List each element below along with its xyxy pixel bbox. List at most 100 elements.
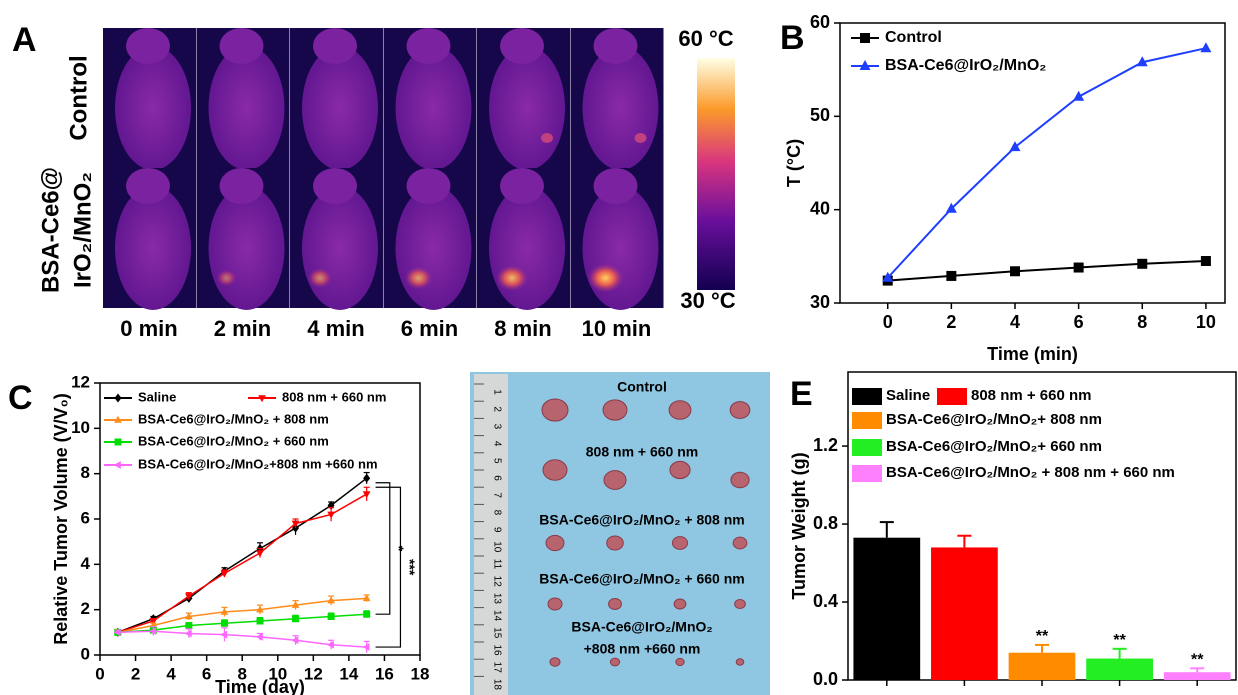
group-label: BSA-Ce6@IrO₂/MnO₂ — [571, 619, 712, 635]
y-tick-label: 50 — [810, 105, 830, 125]
x-tick-label: 18 — [411, 664, 430, 683]
hot-spot — [217, 270, 237, 287]
tumor — [669, 401, 691, 420]
marker — [292, 615, 299, 622]
x-tick-label: 14 — [339, 664, 358, 683]
legend-marker — [860, 33, 870, 43]
panel-label: A — [12, 21, 37, 59]
marker — [1074, 263, 1084, 273]
group-label: +808 nm +660 nm — [584, 641, 701, 657]
ruler-number: 18 — [491, 679, 502, 691]
bar — [931, 547, 998, 680]
legend-label: Control — [885, 29, 942, 46]
legend-label: BSA-Ce6@IrO₂/MnO₂ + 660 nm — [138, 433, 329, 448]
row-label: Control — [65, 55, 92, 140]
time-label: 10 min — [582, 316, 652, 341]
tumor — [733, 537, 747, 549]
hot-spot — [496, 265, 528, 291]
legend-marker — [115, 393, 122, 402]
x-tick-label: 16 — [375, 664, 394, 683]
tumor — [730, 402, 750, 419]
y-tick-label: 1.2 — [813, 435, 838, 455]
marker — [220, 631, 227, 639]
mouse-head — [126, 28, 170, 64]
ruler-number: 11 — [491, 559, 502, 570]
mouse-body — [396, 186, 472, 310]
colorbar — [697, 58, 735, 290]
y-tick-label: 6 — [81, 508, 90, 527]
legend-label: 808 nm + 660 nm — [971, 387, 1091, 404]
group-label: BSA-Ce6@IrO₂/MnO₂ + 660 nm — [539, 571, 744, 587]
time-label: 4 min — [307, 316, 364, 341]
mouse-head — [500, 168, 544, 204]
marker — [185, 622, 192, 629]
y-tick-label: 40 — [810, 198, 830, 218]
y-axis-title: Tumor Weight (g) — [789, 452, 809, 599]
bar — [1086, 659, 1153, 680]
colorbar-max: 60 °C — [678, 26, 733, 51]
marker — [1201, 256, 1211, 266]
legend-label: Saline — [138, 389, 176, 404]
ruler-number: 3 — [491, 424, 502, 430]
bar — [1009, 653, 1076, 680]
panel-label: C — [8, 379, 33, 417]
mouse-body — [489, 186, 565, 310]
mouse-body — [302, 186, 378, 310]
marker — [1200, 42, 1211, 52]
marker — [327, 641, 334, 649]
legend-swatch — [852, 439, 882, 456]
legend-label: BSA-Ce6@IrO₂/MnO₂+ 808 nm — [886, 411, 1102, 428]
group-label: 808 nm + 660 nm — [586, 444, 698, 460]
ruler-number: 8 — [491, 510, 502, 516]
marker — [1010, 141, 1021, 151]
significance-label: ** — [1113, 632, 1126, 649]
ruler-number: 13 — [491, 593, 502, 605]
x-tick-label: 12 — [304, 664, 323, 683]
hot-spot — [635, 133, 647, 143]
x-tick-label: 6 — [202, 664, 211, 683]
y-tick-label: 4 — [81, 554, 91, 573]
x-tick-label: 8 — [1137, 312, 1147, 332]
ruler-number: 6 — [491, 475, 502, 481]
hot-spot — [405, 267, 433, 290]
bar — [853, 538, 920, 680]
mouse-head — [407, 28, 451, 64]
ruler-number: 5 — [491, 458, 502, 464]
mouse-body — [209, 46, 285, 170]
mouse-body — [115, 46, 191, 170]
legend-label: BSA-Ce6@IrO₂/MnO₂ + 808 nm — [138, 411, 329, 426]
marker — [363, 611, 370, 618]
y-axis-title: Relative Tumor Volume (V/V₀) — [51, 393, 71, 645]
bar — [1164, 672, 1231, 680]
tumor — [672, 537, 687, 550]
tumor — [604, 471, 626, 490]
y-tick-label: 0.4 — [813, 591, 838, 611]
mouse-head — [313, 168, 357, 204]
x-axis-title: Time (min) — [987, 344, 1078, 364]
tumor — [676, 658, 684, 665]
x-tick-label: 4 — [1010, 312, 1020, 332]
y-tick-label: 0.0 — [813, 669, 838, 689]
tumor — [736, 659, 744, 665]
group-label: BSA-Ce6@IrO₂/MnO₂ + 808 nm — [539, 512, 744, 528]
x-tick-label: 6 — [1074, 312, 1084, 332]
group-label: Control — [617, 379, 667, 395]
ruler-number: 10 — [491, 541, 502, 553]
series-line — [888, 261, 1206, 281]
legend-marker — [115, 439, 122, 446]
ruler-number: 17 — [491, 662, 502, 674]
mouse-body — [302, 46, 378, 170]
mouse-body — [583, 46, 659, 170]
mouse-head — [220, 168, 264, 204]
mouse-head — [594, 168, 638, 204]
mouse-head — [220, 28, 264, 64]
y-tick-label: 2 — [81, 599, 90, 618]
x-tick-label: 2 — [131, 664, 140, 683]
ruler-number: 9 — [491, 527, 502, 533]
tumor — [550, 658, 560, 667]
legend-label: BSA-Ce6@IrO₂/MnO₂+ 660 nm — [886, 438, 1102, 455]
hot-spot — [588, 264, 624, 293]
marker — [1137, 259, 1147, 269]
y-tick-label: 60 — [810, 12, 830, 32]
y-tick-label: 30 — [810, 292, 830, 312]
